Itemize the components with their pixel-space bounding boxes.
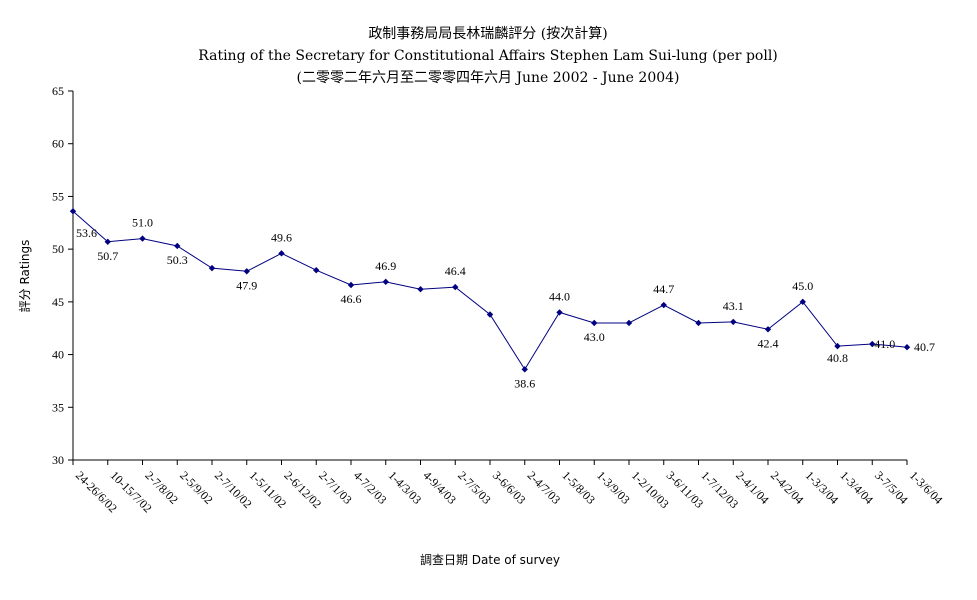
data-point-marker <box>625 319 633 327</box>
data-label: 47.9 <box>236 278 257 292</box>
chart-title-line-1: 政制事務局局長林瑞麟評分 (按次計算) <box>368 26 607 42</box>
data-label: 40.8 <box>827 351 848 365</box>
data-label: 45.0 <box>792 279 813 293</box>
x-tick-label: 1-5/8/03 <box>559 468 598 507</box>
data-point-marker <box>869 340 876 348</box>
data-point-marker <box>278 250 285 257</box>
data-label: 41.0 <box>874 337 895 351</box>
x-axis-title: 調查日期 Date of survey <box>420 553 560 567</box>
y-tick-label: 60 <box>52 137 64 151</box>
data-point-marker <box>347 281 355 289</box>
data-point-marker <box>382 278 389 286</box>
data-label: 40.7 <box>914 340 935 354</box>
x-tick-label: 2-7/10/02 <box>212 468 255 511</box>
chart-title-line-2: Rating of the Secretary for Constitution… <box>198 48 778 64</box>
x-axis-ticks: 24-26/6/0210-15/7/022-7/8/022-5/9/022-7/… <box>72 460 946 515</box>
data-point-marker <box>69 207 77 215</box>
x-tick-label: 2-6/12/02 <box>281 468 324 511</box>
axes <box>72 91 907 461</box>
x-tick-label: 1-3/4/04 <box>837 468 876 507</box>
data-point-marker <box>521 366 528 373</box>
data-point-marker <box>139 235 146 242</box>
y-axis-ticks: 30 35 40 45 50 55 60 65 <box>52 84 73 467</box>
y-tick-label: 30 <box>52 453 64 467</box>
x-tick-label: 2-4/7/03 <box>525 468 564 507</box>
x-tick-label: 3-6/11/03 <box>664 468 707 511</box>
y-tick-label: 35 <box>52 400 64 414</box>
x-tick-label: 3-7/5/04 <box>872 468 911 507</box>
y-tick-label: 45 <box>52 295 64 309</box>
x-tick-label: 1-3/3/04 <box>803 468 842 507</box>
y-tick-label: 50 <box>52 242 64 256</box>
x-tick-label: 2-7/5/03 <box>455 468 494 507</box>
data-point-marker <box>486 311 494 318</box>
data-label: 38.6 <box>514 376 535 390</box>
x-tick-label: 4-7/2/03 <box>351 468 390 507</box>
data-label: 46.9 <box>375 259 396 273</box>
x-tick-label: 1-3/9/03 <box>594 468 633 507</box>
data-label: 43.1 <box>723 299 744 313</box>
data-point-marker <box>834 342 841 350</box>
chart-title-line-3: (二零零二年六月至二零零四年六月 June 2002 - June 2004) <box>296 70 679 86</box>
y-axis-title: 評分 Ratings <box>17 240 32 313</box>
data-point-marker <box>417 286 424 293</box>
y-tick-label: 55 <box>52 189 64 203</box>
data-point-marker <box>243 268 250 275</box>
data-label: 51.0 <box>132 216 153 230</box>
x-tick-label: 4-9/4/03 <box>420 468 459 507</box>
data-label: 44.7 <box>653 282 674 296</box>
x-tick-label: 3-6/6/03 <box>490 468 529 507</box>
data-point-marker <box>799 298 806 306</box>
data-point-marker <box>104 238 111 245</box>
data-point-marker <box>903 343 911 351</box>
x-tick-label: 2-4/2/04 <box>768 468 807 507</box>
data-label: 50.7 <box>97 249 118 263</box>
data-point-marker <box>452 283 459 291</box>
y-tick-label: 65 <box>52 84 64 98</box>
data-point-marker <box>660 301 667 309</box>
data-label: 49.6 <box>271 230 292 244</box>
data-point-marker <box>313 267 320 274</box>
data-label: 44.0 <box>549 289 570 303</box>
data-label: 46.6 <box>341 292 362 306</box>
data-point-marker <box>174 242 181 250</box>
data-point-marker <box>591 319 598 327</box>
x-tick-label: 1-5/11/02 <box>247 468 290 511</box>
x-tick-label: 1-3/6/04 <box>907 468 946 507</box>
data-point-marker <box>208 264 216 272</box>
data-labels: 53.650.7 51.0 50.3 47.9 49.6 46.6 46.9 46.4 38.6… <box>76 216 935 391</box>
data-point-marker <box>730 318 737 326</box>
data-label: 53.6 <box>76 226 97 240</box>
y-tick-label: 40 <box>52 348 64 362</box>
x-tick-label: 2-5/9/02 <box>177 468 216 507</box>
data-point-marker <box>556 309 563 316</box>
data-point-marker <box>764 326 772 333</box>
x-tick-label: 1-2/10/03 <box>629 468 672 511</box>
data-point-marker <box>695 319 702 327</box>
series-ratings <box>69 207 911 373</box>
data-label: 43.0 <box>584 330 605 344</box>
data-label: 50.3 <box>167 253 188 267</box>
x-tick-label: 1-7/12/03 <box>698 468 741 511</box>
data-label: 42.4 <box>758 336 779 350</box>
x-tick-label: 1-4/3/03 <box>386 468 425 507</box>
data-label: 46.4 <box>445 264 466 278</box>
series-line <box>72 210 908 371</box>
